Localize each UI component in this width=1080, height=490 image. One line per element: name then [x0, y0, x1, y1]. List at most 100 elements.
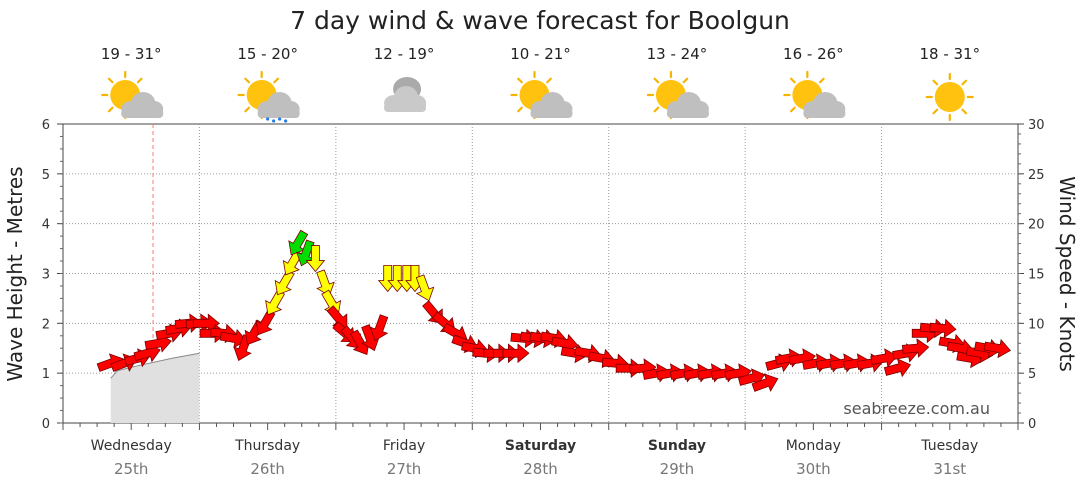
day-temperature: 19 - 31° — [101, 45, 162, 63]
y-left-tick-label: 5 — [42, 168, 50, 183]
rain-drop — [278, 117, 282, 121]
sun-cloud-icon — [101, 70, 164, 120]
y-right-tick-label: 10 — [1028, 317, 1045, 332]
sun-ray — [244, 77, 251, 84]
day-name-label: Monday — [786, 438, 841, 454]
chart-title: 7 day wind & wave forecast for Boolgun — [290, 6, 790, 35]
wind-arrow — [305, 245, 326, 273]
wind-arrow-shape — [415, 274, 435, 302]
sun-cloud-icon — [510, 70, 573, 120]
wind-arrow-shape — [326, 305, 348, 329]
wind-arrow-shape — [901, 338, 930, 358]
sun-ray — [546, 77, 552, 84]
y-right-tick-label: 20 — [1028, 218, 1045, 233]
day-name-label: Friday — [383, 438, 425, 454]
sun-ray — [682, 77, 689, 84]
daily-temperatures: 19 - 31° 15 - 20° 12 - 19° 10 - 21° 13 - 24°… — [101, 45, 980, 63]
cloud-icon — [384, 77, 427, 112]
wind-arrow-shape — [929, 318, 957, 339]
y-left-tick-label: 2 — [42, 317, 50, 332]
cloud-base — [530, 109, 573, 118]
wind-arrow — [870, 348, 898, 368]
wind-arrow — [502, 343, 530, 364]
sun-ray — [789, 106, 796, 113]
sun-ray — [789, 77, 796, 84]
day-name-label: Thursday — [234, 438, 300, 454]
day-date-label: 28th — [523, 460, 557, 478]
cloud-base — [257, 109, 300, 118]
wave-area — [110, 353, 200, 423]
cloud-base — [121, 109, 164, 118]
rain-drop — [284, 119, 288, 123]
wind-arrow — [901, 338, 930, 358]
wind-arrow — [883, 358, 912, 378]
wind-arrow — [415, 274, 435, 302]
sun-ray — [961, 79, 968, 86]
wind-arrow-shape — [305, 245, 326, 273]
sun-ray — [932, 79, 939, 86]
wind-arrow-shape — [219, 328, 247, 349]
cloud-base — [803, 109, 846, 118]
sun-cloud-icon — [783, 70, 846, 120]
day-date-label: 27th — [387, 460, 421, 478]
day-date-label: 25th — [114, 460, 148, 478]
wind-arrow-shape — [751, 373, 779, 392]
day-name-label: Saturday — [505, 438, 576, 454]
wind-arrow — [369, 314, 389, 342]
x-axis-labels: Wednesday 25th Thursday 26th Friday 27th Satur… — [91, 438, 979, 478]
wind-arrow — [316, 269, 335, 297]
y-left-tick-label: 0 — [42, 417, 50, 432]
day-temperature: 15 - 20° — [237, 45, 298, 63]
day-name-label: Sunday — [648, 438, 706, 454]
sun-ray — [932, 108, 939, 115]
day-date-label: 29th — [660, 460, 694, 478]
wind-arrow-shape — [870, 348, 898, 368]
sun-ray — [107, 106, 114, 113]
watermark: seabreeze.com.au — [843, 399, 990, 418]
day-temperature: 18 - 31° — [919, 45, 980, 63]
wind-arrow-shape — [316, 269, 335, 297]
wave-line — [110, 352, 200, 379]
y-axis-right-title: Wind Speed - Knots — [1055, 176, 1079, 372]
wind-arrow — [219, 328, 247, 349]
rain-drop — [266, 117, 270, 121]
sun-cloud-icon — [646, 70, 709, 120]
day-temperature: 12 - 19° — [374, 45, 435, 63]
day-temperature: 13 - 24° — [647, 45, 708, 63]
axes: 0 1 2 3 4 5 6 0 5 10 15 20 25 30 — [42, 118, 1045, 432]
y-right-tick-label: 30 — [1028, 118, 1045, 133]
cloud-base — [384, 103, 427, 112]
day-temperature: 10 - 21° — [510, 45, 571, 63]
rain-drop — [272, 119, 276, 123]
y-left-tick-label: 3 — [42, 268, 50, 283]
weather-icons — [101, 70, 974, 123]
sun-ray — [653, 77, 660, 84]
y-right-tick-label: 5 — [1028, 367, 1036, 382]
sun-ray — [653, 106, 660, 113]
wind-arrow-shape — [883, 358, 912, 378]
day-date-label: 31st — [933, 460, 966, 478]
sun-ray — [517, 106, 523, 113]
y-right-tick-label: 25 — [1028, 168, 1045, 183]
wind-arrow-shape — [369, 314, 389, 342]
day-name-label: Wednesday — [91, 438, 172, 454]
day-date-label: 30th — [796, 460, 830, 478]
y-right-tick-label: 15 — [1028, 268, 1045, 283]
wind-arrow — [326, 305, 348, 329]
wind-arrow — [983, 338, 1011, 359]
sun-ray — [517, 77, 523, 84]
sun-icon — [925, 72, 974, 122]
sun-ray — [244, 106, 251, 113]
day-date-label: 26th — [250, 460, 284, 478]
sun-disc — [934, 82, 965, 112]
wind-arrow-shape — [502, 343, 530, 364]
y-left-tick-label: 4 — [42, 218, 50, 233]
sun-ray — [136, 77, 143, 84]
sun-ray — [107, 77, 114, 84]
y-left-tick-label: 6 — [42, 118, 50, 133]
wind-arrow — [751, 373, 779, 392]
day-name-label: Tuesday — [920, 438, 978, 454]
plot-area — [62, 123, 1019, 424]
sun-ray — [818, 77, 825, 84]
wind-arrow-shape — [983, 338, 1011, 359]
